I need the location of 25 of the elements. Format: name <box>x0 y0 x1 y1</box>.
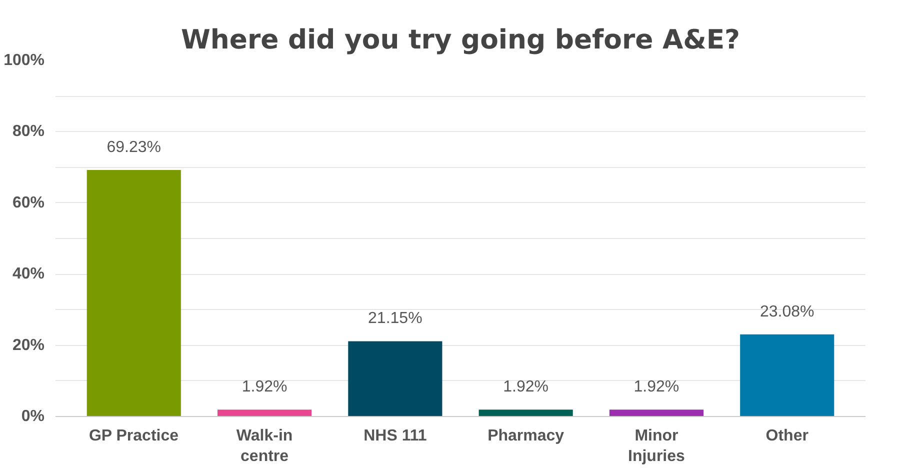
bar <box>86 170 181 416</box>
chart-title: Where did you try going before A&E? <box>180 24 740 56</box>
bar <box>609 410 704 416</box>
bar <box>218 410 312 416</box>
data-label: 23.08% <box>760 303 814 320</box>
bar <box>740 334 834 416</box>
y-tick-label: 60% <box>12 194 45 212</box>
x-tick-label: Other <box>766 428 808 444</box>
data-label: 69.23% <box>106 139 162 156</box>
x-tick-label: NHS 111 <box>364 428 427 444</box>
data-label: 1.92% <box>503 378 549 396</box>
y-tick-label: 100% <box>4 52 44 69</box>
data-label: 21.15% <box>368 310 422 328</box>
data-label: 1.92% <box>242 378 288 396</box>
data-label: 1.92% <box>634 378 680 396</box>
bar <box>478 410 573 416</box>
x-tick-label: Minor Injuries <box>628 428 686 465</box>
y-tick-label: 40% <box>12 266 45 283</box>
y-tick-label: 20% <box>12 336 45 354</box>
x-tick-label: Pharmacy <box>488 428 564 444</box>
x-tick-label: Walk-in centre <box>236 428 293 465</box>
y-tick-label: 80% <box>12 123 45 140</box>
x-tick-label: GP Practice <box>88 428 179 444</box>
bar <box>348 341 442 416</box>
y-tick-label: 0% <box>21 408 44 425</box>
